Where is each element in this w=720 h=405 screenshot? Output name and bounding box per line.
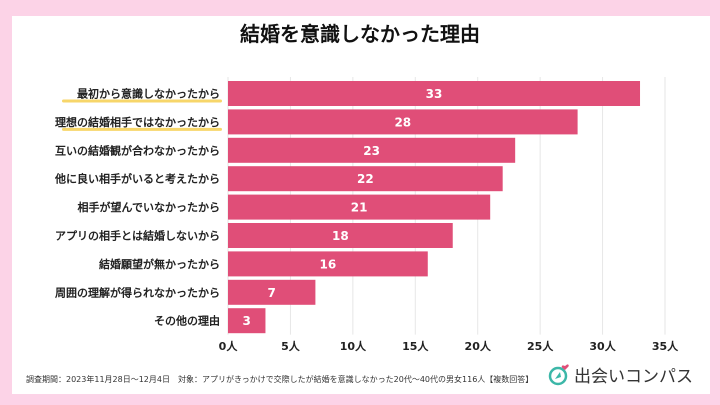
bar-value-label: 21 <box>351 201 368 215</box>
category-label: アプリの相手とは結婚しないから <box>55 229 220 243</box>
bar <box>228 308 266 334</box>
logo: 出会いコンパス <box>548 362 693 387</box>
x-tick-label: 35人 <box>652 339 679 353</box>
compass-icon <box>548 363 569 385</box>
logo-text: 出会いコンパス <box>574 367 693 387</box>
bar-value-label: 3 <box>243 314 251 328</box>
bar-value-label: 16 <box>320 257 337 271</box>
x-tick-label: 20人 <box>465 339 492 353</box>
bar-value-label: 18 <box>332 229 349 243</box>
chart-title: 結婚を意識しなかった理由 <box>240 22 480 46</box>
category-label: 周囲の理解が得られなかったから <box>55 285 220 299</box>
x-tick-label: 25人 <box>527 339 554 353</box>
x-tick-label: 5人 <box>281 339 301 353</box>
category-label: 理想の結婚相手ではなかったから <box>55 115 220 129</box>
bar <box>228 81 641 106</box>
highlight-underline <box>62 99 222 103</box>
bar-value-label: 7 <box>268 286 276 300</box>
category-label: 他に良い相手がいると考えたから <box>54 172 220 186</box>
bar-value-label: 23 <box>363 144 380 158</box>
survey-footnote: 調査期間：2023年11月28日〜12月4日 対象：アプリがきっかけで交際したが… <box>26 375 534 384</box>
highlight-underline <box>62 127 222 131</box>
category-label: 最初から意識しなかったから <box>77 87 220 101</box>
category-label: その他の理由 <box>154 314 220 328</box>
x-tick-label: 15人 <box>402 339 429 353</box>
bar-value-label: 22 <box>357 172 374 186</box>
bar <box>228 166 503 192</box>
bar <box>228 194 491 220</box>
category-label: 結婚願望が無かったから <box>99 257 220 271</box>
x-tick-label: 30人 <box>589 339 616 353</box>
x-tick-label: 0人 <box>219 339 239 353</box>
bar <box>228 137 516 163</box>
x-tick-label: 10人 <box>340 339 367 353</box>
bar <box>228 109 578 135</box>
bar <box>228 251 428 277</box>
category-label: 相手が望んでいなかったから <box>78 200 220 214</box>
bar <box>228 223 453 248</box>
category-label: 互いの結婚観が合わなかったから <box>55 143 220 157</box>
bar <box>228 279 316 305</box>
bar-value-label: 28 <box>394 115 411 129</box>
bar-value-label: 33 <box>426 87 443 101</box>
